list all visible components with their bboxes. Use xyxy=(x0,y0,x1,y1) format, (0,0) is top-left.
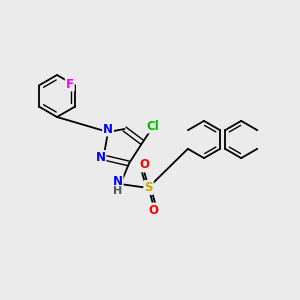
Text: Cl: Cl xyxy=(147,119,159,133)
Text: O: O xyxy=(139,158,149,172)
Text: N: N xyxy=(95,151,106,164)
Text: H: H xyxy=(113,186,122,196)
Text: N: N xyxy=(103,122,113,136)
Text: N: N xyxy=(112,175,123,188)
Text: S: S xyxy=(144,181,153,194)
Text: O: O xyxy=(148,203,158,217)
Text: F: F xyxy=(66,77,74,91)
